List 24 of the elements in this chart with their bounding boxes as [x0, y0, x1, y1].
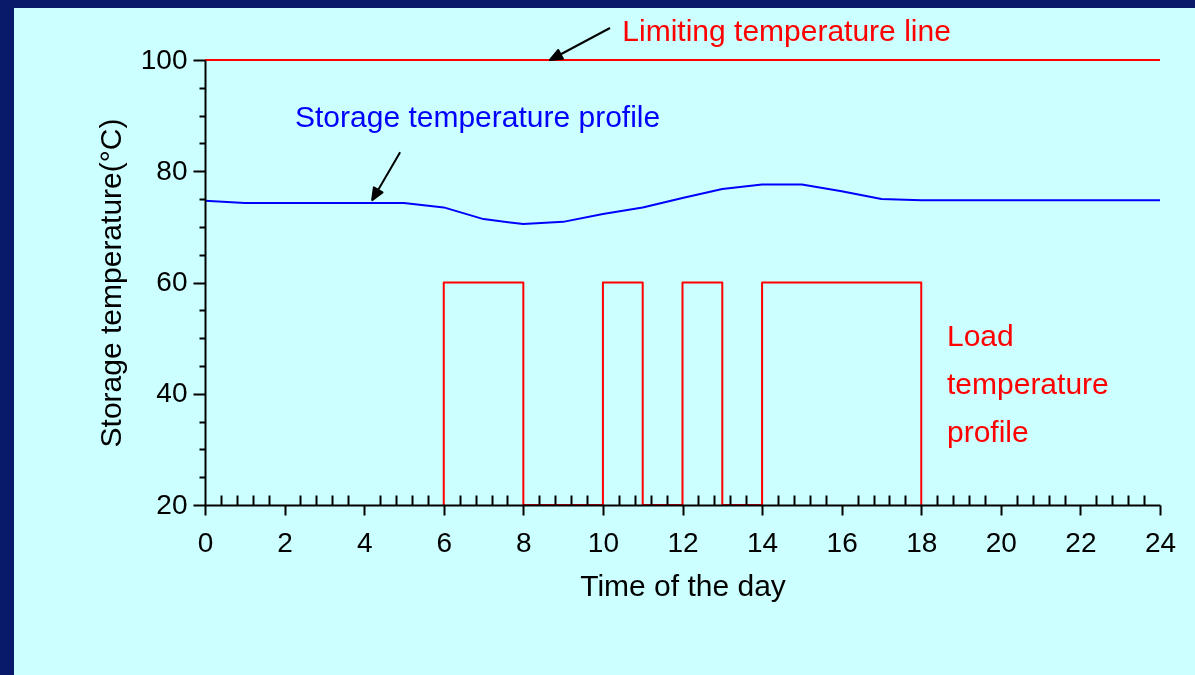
y-tick-label: 60	[156, 266, 188, 297]
x-tick-label: 22	[1065, 526, 1097, 558]
y-tick-label: 40	[156, 377, 188, 409]
line-series	[205, 183, 1160, 226]
x-tick-label: 8	[516, 526, 532, 558]
x-axis-title: Time of the day	[580, 568, 786, 602]
x-tick-label: 6	[436, 526, 453, 558]
x-tick-label: 0	[197, 526, 214, 558]
x-tick-label: 4	[356, 526, 373, 558]
text: Storage temperature profile	[295, 100, 661, 133]
y-tick-label: 100	[140, 43, 188, 75]
x-tick-label: 2	[277, 526, 293, 558]
x-tick-label: 18	[906, 526, 938, 558]
x-tick-label: 24	[1144, 526, 1177, 558]
y-tick-label: 20	[156, 488, 188, 520]
series-label: Load temperature profile	[947, 319, 1109, 448]
ref-line-label: Limiting temperature line	[622, 14, 951, 47]
x-tick-label: 10	[587, 526, 619, 558]
y-tick-label: 80	[156, 154, 188, 186]
x-tick-label: 14	[747, 526, 779, 558]
y-axis-title: Storage temperature(°C)	[93, 118, 127, 448]
x-tick-label: 12	[667, 526, 699, 558]
x-tick-label: 20	[985, 526, 1017, 558]
x-tick-label: 16	[826, 526, 858, 558]
